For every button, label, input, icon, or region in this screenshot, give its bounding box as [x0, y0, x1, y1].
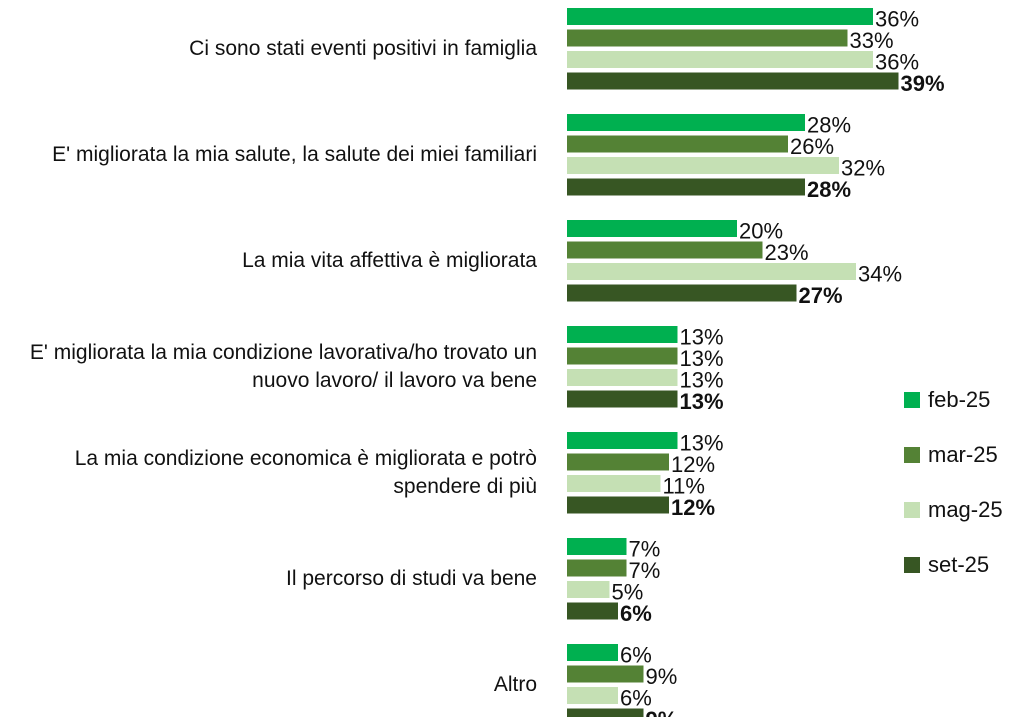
data-label: 9%	[646, 707, 678, 717]
category-label: Altro	[493, 672, 537, 696]
legend-swatch	[904, 502, 920, 518]
category-label: E' migliorata la mia salute, la salute d…	[52, 142, 537, 166]
bar	[567, 475, 661, 492]
category-label: Ci sono stati eventi positivi in famigli…	[189, 36, 537, 60]
legend-label: feb-25	[928, 387, 990, 412]
bar	[567, 665, 644, 683]
data-label: 12%	[671, 495, 715, 520]
bar	[567, 135, 788, 153]
bar	[567, 220, 737, 237]
data-label: 13%	[680, 430, 724, 455]
legend-swatch	[904, 557, 920, 573]
bar	[567, 538, 627, 555]
bar	[567, 29, 848, 47]
data-label: 26%	[790, 134, 834, 159]
bar	[567, 644, 618, 661]
category-label: La mia condizione economica è migliorata…	[74, 446, 537, 498]
data-label: 13%	[680, 367, 724, 392]
bar	[567, 390, 678, 408]
data-label: 36%	[875, 49, 919, 74]
data-label: 6%	[620, 685, 652, 710]
bar	[567, 581, 610, 598]
bar	[567, 602, 618, 620]
legend-swatch	[904, 392, 920, 408]
data-label: 33%	[850, 28, 894, 53]
bar	[567, 559, 627, 577]
category-label: La mia vita affettiva è migliorata	[242, 248, 537, 272]
data-label: 13%	[680, 324, 724, 349]
data-label: 12%	[671, 452, 715, 477]
bar	[567, 178, 805, 196]
legend-label: mar-25	[928, 442, 998, 467]
data-label: 34%	[858, 261, 902, 286]
legend-swatch	[904, 447, 920, 463]
bar	[567, 326, 678, 343]
bar	[567, 72, 899, 90]
bar	[567, 284, 797, 302]
legend-label: mag-25	[928, 497, 1003, 522]
bar	[567, 114, 805, 131]
category-label: E' migliorata la mia condizione lavorati…	[29, 340, 537, 392]
bar	[567, 8, 873, 25]
bar	[567, 687, 618, 704]
bar	[567, 241, 763, 259]
bar	[567, 432, 678, 449]
data-label: 28%	[807, 112, 851, 137]
data-label: 7%	[629, 536, 661, 561]
data-label: 6%	[620, 642, 652, 667]
data-label: 36%	[875, 6, 919, 31]
data-label: 11%	[663, 473, 705, 498]
bar	[567, 708, 644, 717]
bar	[567, 496, 669, 514]
bar	[567, 51, 873, 68]
data-label: 9%	[646, 664, 678, 689]
data-label: 13%	[680, 389, 724, 414]
data-label: 6%	[620, 601, 652, 626]
data-label: 39%	[901, 71, 945, 96]
bar	[567, 157, 839, 174]
bar	[567, 263, 856, 280]
legend-label: set-25	[928, 552, 989, 577]
data-label: 13%	[680, 346, 724, 371]
data-label: 23%	[765, 240, 809, 265]
bar	[567, 347, 678, 365]
data-label: 5%	[612, 579, 644, 604]
data-label: 28%	[807, 177, 851, 202]
data-label: 7%	[629, 558, 661, 583]
bar	[567, 453, 669, 471]
bar	[567, 369, 678, 386]
data-label: 32%	[841, 155, 885, 180]
data-label: 20%	[739, 218, 783, 243]
data-label: 27%	[799, 283, 843, 308]
category-label: Il percorso di studi va bene	[286, 566, 537, 590]
